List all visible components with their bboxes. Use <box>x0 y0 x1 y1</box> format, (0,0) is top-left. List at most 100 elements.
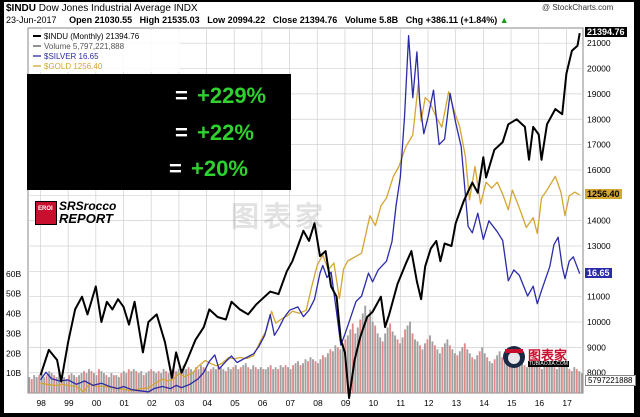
volume-bar <box>316 363 319 393</box>
volume-bar <box>565 367 568 393</box>
volume-bar <box>135 371 138 393</box>
volume-bar <box>38 375 41 393</box>
volume-bar <box>83 371 85 393</box>
volume-bar <box>471 357 474 393</box>
volume-bar <box>406 325 409 393</box>
volume-bar <box>536 365 538 393</box>
legend-entry: Volume 5,797,221,888 <box>44 42 125 51</box>
volume-bar <box>391 331 394 393</box>
volume-bar <box>147 371 150 393</box>
volume-bar <box>483 353 486 393</box>
volume-bar <box>237 369 240 393</box>
volume-bar <box>43 377 46 393</box>
volume-bar <box>563 365 566 393</box>
volume-bar <box>374 325 377 393</box>
volume-bar <box>157 371 160 393</box>
header-symbol: $INDU <box>6 3 37 14</box>
overlay-label-dow: 道琼斯指数 <box>52 91 122 107</box>
volume-bar <box>573 367 576 393</box>
x-tick-label: 01 <box>119 398 129 408</box>
volume-bar <box>170 369 173 393</box>
y-tick-label: 10000 <box>587 317 611 327</box>
x-tick-label: 09 <box>341 398 351 408</box>
volume-bar <box>93 373 95 393</box>
header-low: Low 20994.22 <box>207 15 266 25</box>
volume-bar <box>142 375 145 393</box>
volume-bar <box>553 367 556 393</box>
volume-bar <box>65 379 68 393</box>
volume-bar <box>279 365 282 393</box>
volume-bar <box>369 309 372 393</box>
volume-bar <box>269 365 272 393</box>
volume-bar <box>548 363 551 393</box>
volume-bar <box>526 367 528 393</box>
volume-bar <box>575 369 578 393</box>
volume-bar <box>458 351 461 393</box>
volume-bar <box>401 337 404 393</box>
y-tick-label: 8000 <box>587 368 606 378</box>
volume-bar <box>68 375 71 393</box>
volume-bar <box>416 341 419 393</box>
volume-bar <box>232 367 235 393</box>
x-tick-label: 06 <box>258 398 268 408</box>
volume-bar <box>70 373 73 393</box>
volume-bar <box>219 367 222 393</box>
y-tick-label: 13000 <box>587 241 611 251</box>
volume-bar <box>35 377 38 393</box>
volume-bar <box>177 369 180 393</box>
volume-bar <box>376 333 379 393</box>
volume-bar <box>222 369 225 393</box>
volume-bar <box>491 363 494 393</box>
volume-bar <box>207 371 210 393</box>
volume-bar <box>453 353 456 393</box>
volume-bar <box>212 367 215 393</box>
volume-bar <box>481 347 484 393</box>
volume-bar <box>277 369 280 393</box>
x-tick-label: 07 <box>286 398 296 408</box>
y-tick-label: 20000 <box>587 64 611 74</box>
volume-bar <box>130 371 133 393</box>
y-tick-label: 11000 <box>587 292 610 302</box>
volume-bar <box>349 329 352 393</box>
volume-bar <box>145 373 148 393</box>
y-tick-label: 16000 <box>587 165 611 175</box>
volume-bar <box>428 335 431 393</box>
overlay-eq-silver: = <box>175 120 188 145</box>
volume-bar <box>431 341 434 393</box>
volume-bar <box>302 363 304 393</box>
volume-bar <box>287 367 290 393</box>
volume-bar <box>90 371 93 393</box>
volume-bar <box>496 355 499 393</box>
header-high: High 21535.03 <box>139 15 200 25</box>
volume-bar <box>411 333 414 393</box>
volume-bar <box>506 363 509 393</box>
header-volume: Volume 5.8B <box>344 15 399 25</box>
volume-bar <box>284 365 287 393</box>
volume-bar <box>334 345 337 393</box>
volume-bar <box>120 373 123 393</box>
volume-bar <box>97 369 100 393</box>
x-tick-label: 00 <box>92 398 102 408</box>
volume-bar <box>122 371 125 393</box>
volume-bar <box>436 349 439 393</box>
x-tick-label: 11 <box>396 398 405 408</box>
volume-bar <box>244 363 247 393</box>
volume-bar <box>292 365 295 393</box>
volume-bar <box>264 369 267 393</box>
volume-bar <box>540 369 543 393</box>
volume-bar <box>205 369 207 393</box>
volume-bar <box>466 349 469 393</box>
volume-bar <box>28 377 31 393</box>
logo-line1: SRSrocco <box>59 199 117 213</box>
volume-bar <box>518 359 521 393</box>
x-tick-label: 15 <box>507 398 517 408</box>
chg-up-arrow-icon: ▲ <box>499 15 509 25</box>
eroi-badge-text: EROI <box>38 206 53 212</box>
volume-bar <box>73 375 75 393</box>
volume-bar <box>533 361 536 393</box>
volume-bar <box>78 375 80 393</box>
volume-bar <box>384 333 387 393</box>
mascot-icon <box>503 346 525 368</box>
volume-bar <box>309 357 312 393</box>
corner-watermark-text: 图表家 <box>528 349 568 364</box>
